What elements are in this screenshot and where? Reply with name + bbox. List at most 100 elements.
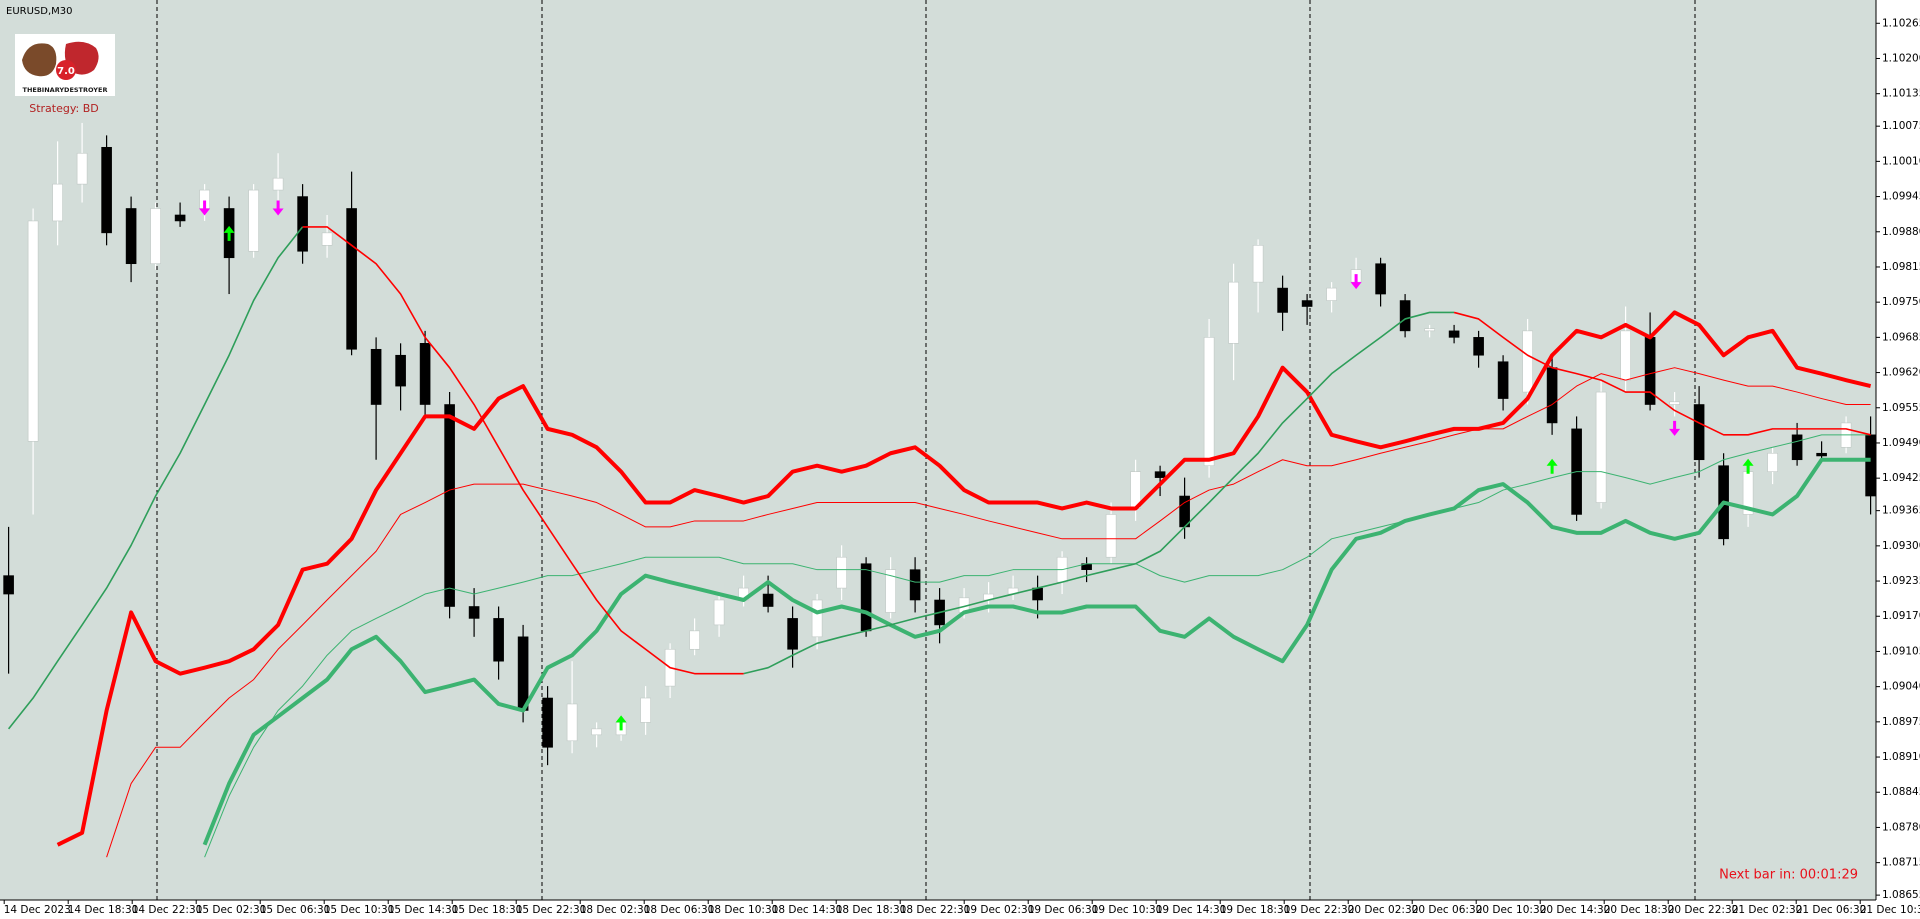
x-tick-label: 19 Dec 02:30 (964, 904, 1035, 916)
logo-name: THEBINARYDESTROYER (23, 86, 108, 94)
candle-body (885, 569, 896, 613)
x-tick-label: 19 Dec 18:30 (1220, 904, 1291, 916)
y-tick-label: 1.09750 (1882, 296, 1920, 308)
y-tick-label: 1.09685 (1882, 331, 1920, 343)
x-tick-label: 19 Dec 14:30 (1156, 904, 1227, 916)
y-tick-label: 1.08780 (1882, 821, 1920, 833)
x-tick-label: 15 Dec 14:30 (388, 904, 459, 916)
logo-bear (22, 43, 57, 77)
candle-body (76, 152, 88, 185)
candle-body (297, 196, 308, 252)
candle-body (762, 593, 774, 607)
candle-body (52, 183, 63, 222)
x-tick-label: 15 Dec 10:30 (324, 904, 395, 916)
candle-body (1497, 361, 1509, 399)
x-tick-label: 20 Dec 14:30 (1540, 904, 1611, 916)
y-tick-label: 1.09170 (1882, 610, 1920, 622)
signal-arrow (1546, 458, 1558, 474)
candle-body (493, 618, 504, 662)
signal-arrow (1350, 274, 1362, 290)
x-tick-label: 21 Dec 06:30 (1796, 904, 1867, 916)
x-tick-label: 18 Dec 02:30 (580, 904, 651, 916)
x-tick-label: 20 Dec 22:30 (1668, 904, 1739, 916)
candle-body (689, 630, 700, 650)
y-tick-label: 1.08715 (1882, 857, 1920, 869)
candle-body (1252, 245, 1264, 283)
logo-version: 7.0 (57, 66, 75, 77)
candle-body (713, 599, 725, 626)
candle-body (1693, 404, 1705, 461)
x-tick-label: 21 Dec 02:30 (1732, 904, 1803, 916)
candle-body (640, 697, 651, 723)
candle-body (1620, 330, 1631, 381)
candle-body (860, 563, 872, 632)
x-tick-label: 19 Dec 10:30 (1092, 904, 1163, 916)
x-tick-label: 14 Dec 22:30 (132, 904, 203, 916)
candle-body (1473, 337, 1484, 356)
y-tick-label: 1.10200 (1882, 52, 1920, 64)
x-tick-label: 14 Dec 18:30 (68, 904, 139, 916)
x-tick-label: 20 Dec 02:30 (1348, 904, 1419, 916)
indicator-line (743, 311, 1455, 675)
candle-body (811, 599, 823, 638)
y-tick-label: 1.09880 (1882, 226, 1920, 238)
candle-body (909, 569, 921, 601)
candle-body (125, 208, 137, 265)
candle-body (1595, 391, 1607, 503)
candle-body (1522, 330, 1533, 393)
y-tick-label: 1.09365 (1882, 505, 1920, 517)
x-tick-label: 19 Dec 22:30 (1284, 904, 1355, 916)
indicator-line (7, 226, 304, 730)
x-tick-label: 15 Dec 06:30 (260, 904, 331, 916)
candle-body (836, 556, 847, 589)
strategy-label: Strategy: BD (29, 102, 99, 115)
candle-body (272, 177, 284, 191)
y-tick-label: 1.09815 (1882, 261, 1920, 273)
candle-body (1865, 434, 1876, 497)
x-tick-label: 18 Dec 10:30 (708, 904, 779, 916)
candle-body (419, 343, 431, 405)
y-tick-label: 1.08910 (1882, 751, 1920, 763)
candle-body (174, 214, 186, 222)
y-tick-label: 1.08655 (1882, 889, 1920, 901)
signal-arrow (223, 225, 235, 241)
candle-body (787, 618, 798, 650)
y-tick-label: 1.08975 (1882, 716, 1920, 728)
candle-body (566, 703, 578, 742)
x-tick-label: 15 Dec 18:30 (452, 904, 523, 916)
x-tick-label: 21 Dec 10:30 (1860, 904, 1920, 916)
indicator-line (302, 226, 744, 675)
x-tick-label: 20 Dec 18:30 (1604, 904, 1675, 916)
candle-body (517, 636, 529, 711)
indicator-line (204, 434, 1871, 858)
candle-body (3, 575, 14, 595)
indicator-line (106, 367, 1871, 858)
y-tick-label: 1.09555 (1882, 402, 1920, 414)
candle-body (1032, 587, 1043, 601)
candle-body (1203, 337, 1215, 467)
candle-body (370, 348, 382, 405)
candle-body (1154, 471, 1166, 478)
candle-body (1277, 287, 1288, 313)
candle-body (346, 208, 357, 350)
x-tick-label: 19 Dec 06:30 (1028, 904, 1099, 916)
indicator-line (1453, 311, 1871, 436)
candle-body (1375, 263, 1386, 295)
candle-body (248, 189, 259, 252)
candle-body (1399, 300, 1411, 332)
x-tick-label: 18 Dec 18:30 (836, 904, 907, 916)
x-tick-label: 18 Dec 06:30 (644, 904, 715, 916)
y-tick-label: 1.09040 (1882, 681, 1920, 693)
candle-body (395, 354, 406, 387)
candle-body (150, 208, 161, 265)
plot-background (0, 0, 1876, 900)
x-tick-label: 20 Dec 10:30 (1476, 904, 1547, 916)
y-tick-label: 1.10135 (1882, 88, 1920, 100)
y-tick-label: 1.08845 (1882, 786, 1920, 798)
y-tick-label: 1.09235 (1882, 575, 1920, 587)
indicator-line (56, 310, 1872, 847)
signal-arrow (199, 200, 211, 216)
candle-body (1448, 330, 1460, 338)
signal-arrow (272, 200, 284, 216)
